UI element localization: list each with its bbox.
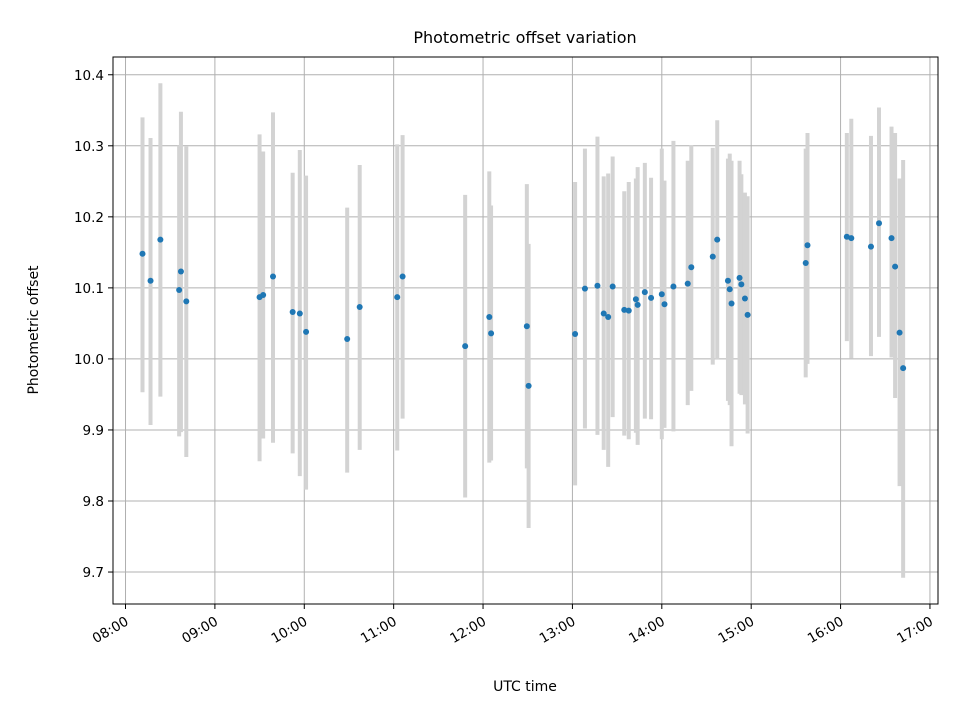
y-tick-label: 10.1 [74,281,104,297]
data-point [709,253,716,260]
data-point [344,336,351,343]
x-tick-label: 11:00 [358,614,400,647]
y-tick-label: 10.3 [74,139,104,155]
data-point [486,314,493,321]
data-point [296,310,303,317]
data-point [525,382,532,389]
data-point [594,282,601,289]
data-point [888,235,895,242]
data-point [896,329,903,336]
data-point [523,323,530,330]
x-tick-label: 17:00 [894,614,936,647]
x-tick-label: 10:00 [269,614,311,647]
data-point [726,286,733,293]
data-point [289,309,296,316]
x-axis-label: UTC time [493,679,557,695]
data-point [804,242,811,249]
y-axis-ticks: 9.7 9.8 9.9 10.0 10.1 10.2 10.3 10.4 [74,68,113,581]
data-point [462,343,469,350]
data-point [625,307,632,314]
data-point [848,235,855,242]
data-point [177,268,184,275]
chart-title: Photometric offset variation [413,28,636,47]
data-point [260,291,267,298]
data-point [744,311,751,318]
data-point [741,295,748,302]
data-point [139,250,146,257]
data-point [728,300,735,307]
y-tick-label: 10.4 [74,68,104,84]
data-point [670,283,677,290]
data-point [269,273,276,280]
x-tick-label: 16:00 [805,614,847,647]
data-point [714,236,721,243]
data-point [892,263,899,270]
plot-frame [112,56,939,605]
data-points [139,220,907,389]
data-point [802,260,809,267]
data-point [621,306,628,313]
data-point [399,273,406,280]
data-point [356,304,363,311]
x-tick-label: 14:00 [626,614,668,647]
data-point [605,314,612,321]
data-point [572,331,579,338]
data-point [736,274,743,281]
data-point [632,296,639,303]
data-point [176,287,183,294]
data-point [609,283,616,290]
data-point [658,291,665,298]
data-point [684,280,691,287]
y-axis-label: Photometric offset [26,265,42,395]
x-tick-label: 15:00 [715,614,757,647]
x-axis-ticks: 08:00 09:00 10:00 11:00 12:00 13:00 14:00 15:00… [90,604,936,647]
data-point [900,365,907,372]
y-tick-label: 9.8 [83,494,104,510]
data-point [634,301,641,308]
data-point [724,277,731,284]
data-point [876,220,883,227]
data-point [648,294,655,301]
data-point [183,298,190,305]
y-tick-label: 9.7 [83,565,104,581]
error-bars [140,83,906,578]
data-point [157,236,164,243]
data-point [688,264,695,271]
x-tick-label: 13:00 [537,614,579,647]
data-point [303,328,310,335]
data-point [600,310,607,317]
data-point [581,285,588,292]
data-point [394,294,401,301]
y-tick-label: 10.0 [74,352,104,368]
data-point [147,277,154,284]
data-point [488,330,495,337]
y-tick-label: 9.9 [83,423,104,439]
y-tick-label: 10.2 [74,210,104,226]
data-point [867,243,874,250]
data-point [661,301,668,308]
x-tick-label: 08:00 [90,614,132,647]
x-tick-label: 09:00 [179,614,221,647]
data-point [738,281,745,288]
data-point [641,289,648,296]
x-tick-label: 12:00 [447,614,489,647]
